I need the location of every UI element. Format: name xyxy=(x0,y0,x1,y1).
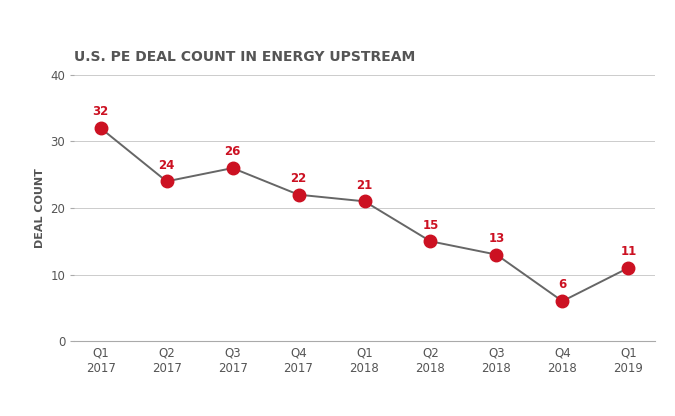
Point xyxy=(623,265,634,271)
Text: 15: 15 xyxy=(423,218,439,232)
Text: U.S. PE DEAL COUNT IN ENERGY UPSTREAM: U.S. PE DEAL COUNT IN ENERGY UPSTREAM xyxy=(74,50,416,64)
Text: 11: 11 xyxy=(620,245,637,258)
Point xyxy=(227,165,238,171)
Text: 32: 32 xyxy=(92,105,109,119)
Point xyxy=(161,178,172,185)
Text: 22: 22 xyxy=(290,172,306,185)
Point xyxy=(425,238,436,245)
Text: 26: 26 xyxy=(224,145,241,158)
Point xyxy=(293,191,304,198)
Y-axis label: DEAL COUNT: DEAL COUNT xyxy=(35,168,45,248)
Text: 13: 13 xyxy=(488,232,504,245)
Point xyxy=(491,251,502,258)
Text: 21: 21 xyxy=(356,178,373,192)
Point xyxy=(359,198,370,205)
Text: 24: 24 xyxy=(159,158,175,172)
Point xyxy=(557,298,568,305)
Point xyxy=(95,125,106,131)
Text: 6: 6 xyxy=(558,278,566,292)
